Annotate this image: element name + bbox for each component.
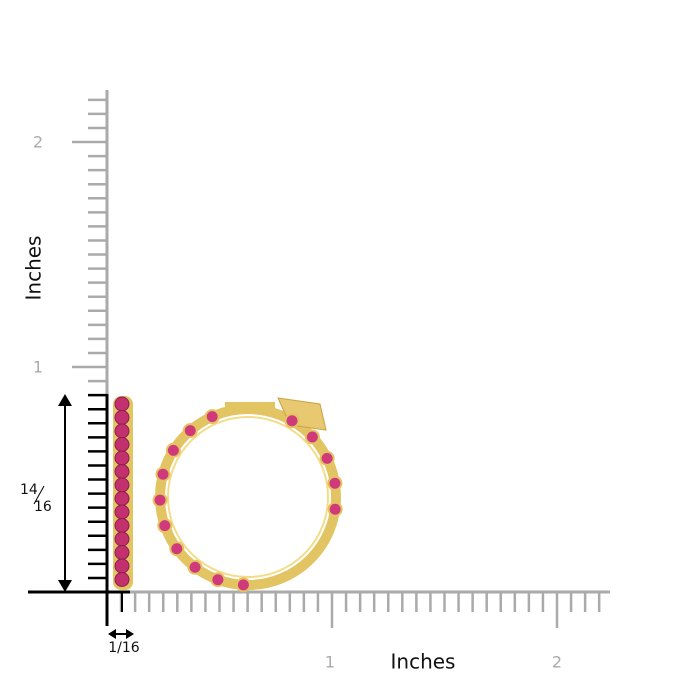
gem xyxy=(114,450,130,466)
gem xyxy=(235,577,251,593)
fraction-slash xyxy=(33,485,45,505)
gem xyxy=(114,531,130,547)
height-denominator: 16 xyxy=(34,499,52,515)
gem xyxy=(187,559,203,575)
gem xyxy=(114,545,130,560)
gem xyxy=(155,466,171,482)
hoop-post xyxy=(225,402,275,412)
h-axis-label: Inches xyxy=(391,650,456,674)
gem xyxy=(114,437,130,452)
gem xyxy=(210,572,226,588)
earrings xyxy=(113,396,343,593)
gem xyxy=(169,541,185,557)
width-arrowheads xyxy=(108,629,134,639)
gem xyxy=(114,572,130,587)
gem xyxy=(157,518,173,534)
gem xyxy=(304,429,320,445)
gem xyxy=(114,504,130,520)
v-tick-label: 1 xyxy=(33,358,43,377)
gem xyxy=(327,501,343,517)
gem xyxy=(204,409,220,425)
gem xyxy=(114,477,130,493)
gem xyxy=(327,475,343,491)
gem xyxy=(319,450,335,466)
v-axis-label: Inches xyxy=(22,236,46,301)
width-label: 1/16 xyxy=(108,640,140,656)
gem xyxy=(114,423,130,439)
hoop-inner xyxy=(167,416,329,578)
rulers xyxy=(72,90,610,628)
h-tick-label: 1 xyxy=(325,653,335,672)
gem xyxy=(165,442,181,458)
h-tick-label: 2 xyxy=(552,653,562,672)
gem xyxy=(114,558,130,574)
gem xyxy=(114,491,130,506)
gem xyxy=(182,423,198,439)
gem xyxy=(114,396,130,412)
gem xyxy=(114,410,130,425)
gem xyxy=(114,518,130,533)
gem xyxy=(114,464,130,479)
v-tick-label: 2 xyxy=(33,133,43,152)
height-numerator: 14 xyxy=(20,482,38,498)
gem xyxy=(152,492,168,508)
gem xyxy=(284,413,300,429)
